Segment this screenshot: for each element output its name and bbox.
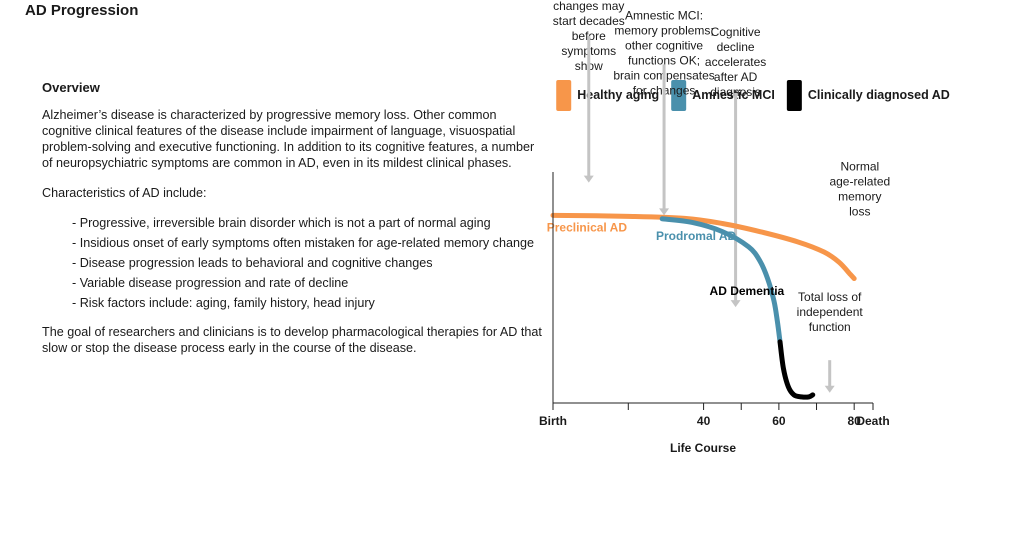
annotation-line: loss bbox=[849, 204, 870, 218]
overview-conclusion: The goal of researchers and clinicians i… bbox=[42, 325, 542, 355]
chart-phase-labels: Preclinical AD Prodromal AD AD Dementia bbox=[547, 221, 785, 298]
phase-label: AD Dementia bbox=[710, 284, 785, 298]
legend-item: Clinically diagnosed AD bbox=[786, 80, 950, 111]
phase-label: Prodromal AD bbox=[656, 229, 737, 243]
arrow-head bbox=[659, 208, 670, 216]
legend-swatch bbox=[556, 80, 572, 111]
x-tick-label: Death bbox=[856, 414, 889, 428]
annotation-line: Total loss of bbox=[798, 290, 862, 304]
annotation-line: memory problems; bbox=[614, 23, 713, 37]
legend-label: Clinically diagnosed AD bbox=[808, 88, 950, 102]
x-tick-label: 80 bbox=[847, 414, 861, 428]
legend-label: Amnestic MCI bbox=[692, 88, 775, 102]
annotation-text: Total loss of independent function bbox=[797, 290, 864, 334]
annotation-line: functions OK; bbox=[628, 53, 700, 67]
annotation-line: independent bbox=[797, 305, 864, 319]
arrow-head bbox=[583, 175, 594, 183]
list-item: - Insidious onset of early symptoms ofte… bbox=[72, 236, 534, 250]
overview-heading: Overview bbox=[42, 80, 100, 95]
annotation-line: accelerates bbox=[705, 55, 766, 69]
annotation: Total loss of independent function bbox=[797, 290, 864, 393]
list-item: - Progressive, irreversible brain disord… bbox=[72, 216, 491, 230]
page-title: AD Progression bbox=[25, 2, 139, 19]
list-item: - Variable disease progression and rate … bbox=[72, 276, 349, 290]
amnestic-mci-curve bbox=[659, 216, 783, 345]
arrow-head bbox=[824, 385, 835, 393]
annotation: Amnestic MCI: memory problems; other cogni… bbox=[613, 8, 715, 216]
annotation: Cognitive decline accelerates after AD diagn… bbox=[705, 25, 766, 308]
characteristics-list: - Progressive, irreversible brain disord… bbox=[42, 215, 542, 311]
annotation-line: decline bbox=[717, 40, 755, 54]
legend-item: Amnestic MCI bbox=[671, 80, 775, 111]
annotation-text: Normal age-related memory loss bbox=[829, 159, 890, 218]
clinically-diagnosed-ad-curve bbox=[777, 339, 816, 400]
list-item: - Risk factors include: aging, family hi… bbox=[72, 296, 375, 310]
annotation-line: after AD bbox=[714, 70, 758, 84]
list-item: - Disease progression leads to behaviora… bbox=[72, 256, 433, 270]
legend-item: Healthy aging bbox=[556, 80, 659, 111]
annotation-line: other cognitive bbox=[625, 38, 703, 52]
annotation-line: Amnestic MCI: bbox=[625, 8, 703, 22]
annotation-line: age-related bbox=[829, 174, 890, 188]
chart-curves bbox=[550, 212, 857, 400]
arrow-head bbox=[730, 300, 741, 308]
healthy-aging-curve bbox=[550, 212, 857, 282]
phase-label: Preclinical AD bbox=[547, 221, 628, 235]
annotation-line: function bbox=[809, 320, 851, 334]
annotation: Normal age-related memory loss bbox=[829, 159, 890, 218]
annotation-text: Cognitive decline accelerates after AD diagn… bbox=[705, 25, 766, 99]
annotation-line: memory bbox=[838, 189, 881, 203]
annotation-line: start decades bbox=[553, 14, 625, 28]
annotation-line: Normal bbox=[840, 159, 879, 173]
legend-swatch bbox=[671, 80, 687, 111]
legend-swatch bbox=[786, 80, 802, 111]
annotation-line: diagnosis bbox=[710, 85, 761, 99]
x-axis-label: Life Course bbox=[670, 441, 736, 455]
characteristics-intro: Characteristics of AD include: bbox=[42, 186, 207, 200]
x-tick-label: 60 bbox=[772, 414, 786, 428]
x-tick-label: 40 bbox=[697, 414, 711, 428]
annotation-line: Cognitive bbox=[711, 25, 761, 39]
overview-panel: Overview Alzheimer’s disease is characte… bbox=[42, 80, 542, 370]
chart-legend: Healthy aging Amnestic MCI Clinically diag… bbox=[556, 80, 950, 111]
overview-intro: Alzheimer’s disease is characterized by … bbox=[42, 108, 535, 170]
annotation-line: changes may bbox=[553, 0, 624, 13]
legend-label: Healthy aging bbox=[577, 88, 659, 102]
x-tick-label: Birth bbox=[539, 414, 567, 428]
